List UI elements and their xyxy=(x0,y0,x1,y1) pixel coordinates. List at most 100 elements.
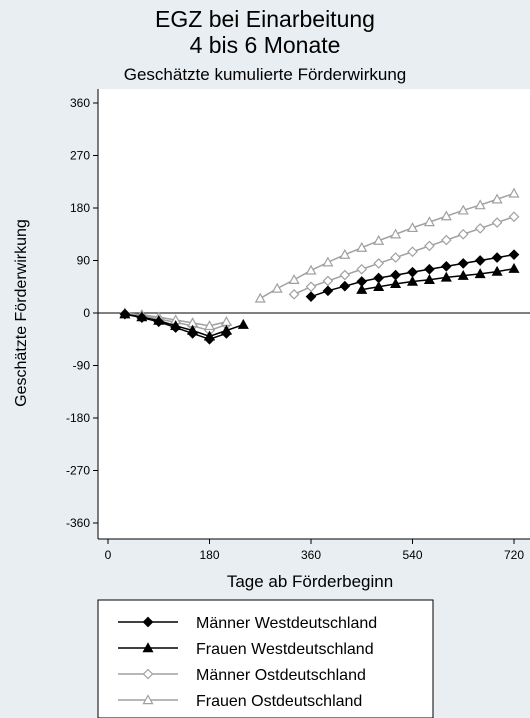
y-tick-label: -180 xyxy=(66,411,90,425)
data-point xyxy=(508,187,520,198)
data-point xyxy=(491,193,503,204)
data-point xyxy=(356,241,368,252)
legend-item: Männer Westdeutschland xyxy=(118,615,377,632)
y-tick-label: -270 xyxy=(66,464,90,478)
x-tick-label: 720 xyxy=(504,548,524,562)
data-point xyxy=(187,324,199,335)
data-point xyxy=(220,324,232,335)
legend-label: Frauen Westdeutschland xyxy=(196,641,374,658)
x-axis-label: Tage ab Förderbeginn xyxy=(227,572,393,591)
y-tick-label: -90 xyxy=(73,359,91,373)
data-point xyxy=(474,199,486,210)
data-point xyxy=(142,668,154,680)
data-point xyxy=(423,274,435,284)
data-point xyxy=(339,269,351,281)
data-point xyxy=(423,216,435,227)
axes: 360 270 180 90 0 -90 -180 -270 -360 0 180 360 540 720 xyxy=(66,89,530,562)
data-point xyxy=(203,330,216,341)
data-point xyxy=(508,211,520,223)
x-tick-label: 180 xyxy=(199,548,219,562)
data-point xyxy=(406,275,419,286)
data-point xyxy=(153,314,165,325)
data-point xyxy=(356,263,368,275)
data-point xyxy=(457,228,469,240)
data-point xyxy=(424,263,435,275)
data-point xyxy=(424,240,435,252)
data-point xyxy=(339,280,351,292)
series-layer xyxy=(119,187,520,345)
data-point xyxy=(406,222,419,233)
y-tick-label: 0 xyxy=(83,306,90,320)
legend-item: Frauen Westdeutschland xyxy=(118,641,374,658)
data-point xyxy=(322,275,334,287)
data-point xyxy=(457,258,469,269)
data-point xyxy=(142,694,154,705)
data-point xyxy=(339,248,351,259)
legend-label: Frauen Ostdeutschland xyxy=(196,693,362,710)
series-line xyxy=(361,267,515,291)
data-point xyxy=(271,282,283,293)
data-point xyxy=(305,281,317,293)
legend-label: Männer Westdeutschland xyxy=(196,615,377,632)
data-point xyxy=(237,318,249,329)
series-line xyxy=(259,192,515,300)
data-point xyxy=(142,642,154,653)
y-axis-label: Geschätzte Förderwirkung xyxy=(13,219,30,407)
data-point xyxy=(170,320,182,331)
data-point xyxy=(390,252,401,263)
data-point xyxy=(142,616,154,628)
y-tick-label: 180 xyxy=(70,201,90,215)
data-point xyxy=(119,308,131,319)
series-frauen-ostdeutschland xyxy=(119,187,520,331)
data-point xyxy=(474,255,486,266)
x-tick-label: 360 xyxy=(301,548,321,562)
y-tick-label: 360 xyxy=(70,96,90,110)
data-point xyxy=(390,228,402,239)
data-point xyxy=(491,252,503,263)
data-point xyxy=(322,256,334,267)
x-tick-label: 0 xyxy=(105,548,112,562)
data-point xyxy=(136,311,148,322)
data-point xyxy=(373,234,385,245)
data-point xyxy=(491,265,503,276)
legend-items: Männer Westdeutschland Frauen Westdeutsch… xyxy=(118,615,377,710)
data-point xyxy=(288,288,300,300)
data-point xyxy=(440,234,452,246)
x-tick-label: 540 xyxy=(402,548,422,562)
data-point xyxy=(322,285,334,297)
data-point xyxy=(407,246,418,258)
data-point xyxy=(474,268,486,279)
y-tick-label: 90 xyxy=(77,254,91,268)
chart-title: EGZ bei Einarbeitung xyxy=(155,6,375,32)
legend-item: Frauen Ostdeutschland xyxy=(118,693,362,710)
data-point xyxy=(508,262,520,273)
data-point xyxy=(373,281,385,291)
y-tick-label: -360 xyxy=(66,516,90,530)
data-point xyxy=(440,271,452,282)
data-point xyxy=(440,210,452,221)
plot-area xyxy=(98,89,530,539)
data-point xyxy=(356,283,368,294)
data-point xyxy=(254,292,266,303)
chart-title-line2: 4 bis 6 Monate xyxy=(189,32,341,58)
legend-item: Männer Ostdeutschland xyxy=(118,667,366,684)
data-point xyxy=(491,217,503,228)
data-point xyxy=(457,269,469,280)
data-point xyxy=(440,260,452,272)
data-point xyxy=(203,320,216,331)
data-point xyxy=(305,291,317,303)
legend-label: Männer Ostdeutschland xyxy=(196,667,366,684)
series-frauen-westdeutschland xyxy=(119,262,520,341)
data-point xyxy=(508,249,520,261)
data-point xyxy=(390,278,402,289)
data-point xyxy=(373,258,385,269)
data-point xyxy=(457,204,469,215)
data-point xyxy=(288,274,300,284)
chart-subtitle: Geschätzte kumulierte Förderwirkung xyxy=(123,65,407,84)
data-point xyxy=(305,264,317,275)
y-tick-label: 270 xyxy=(70,149,90,163)
data-point xyxy=(474,223,486,234)
legend-box xyxy=(97,599,434,718)
